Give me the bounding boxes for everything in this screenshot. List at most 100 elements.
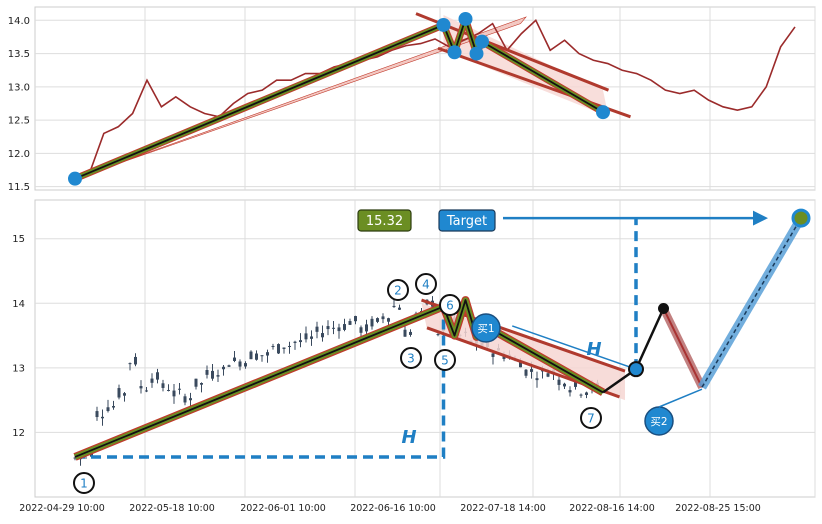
pullback-line <box>662 308 703 388</box>
target-label-text: Target <box>446 214 487 229</box>
candle-body <box>392 305 396 308</box>
upper-pattern-point <box>469 46 484 61</box>
point-label-circle <box>434 349 456 371</box>
point-label: 5 <box>441 354 449 368</box>
candle-body <box>557 379 561 385</box>
lower-x-tick-label: 2022-04-29 10:00 <box>19 503 105 514</box>
candle-body <box>156 372 159 380</box>
lower-x-tick-label: 2022-07-18 14:00 <box>460 503 546 514</box>
candle-body <box>403 329 407 337</box>
candle-body <box>299 340 302 343</box>
target-value-box <box>357 209 412 232</box>
candle-body <box>436 334 440 336</box>
upper-price-line <box>74 18 796 181</box>
candle-body <box>359 327 363 333</box>
candle-body <box>128 363 132 365</box>
candle-body <box>354 316 357 322</box>
upper-pattern-point <box>68 171 82 186</box>
point-label: 6 <box>446 299 454 313</box>
candle-body <box>304 333 308 340</box>
lower-x-tick-label: 2022-06-16 10:00 <box>350 503 436 514</box>
candle-body <box>277 344 280 354</box>
candle-body <box>315 326 319 332</box>
lower-x-tick-label: 2022-06-01 10:00 <box>240 503 326 514</box>
candle-body <box>288 345 291 347</box>
point-label: 3 <box>407 352 415 366</box>
lower-y-tick-label: 13 <box>12 363 25 374</box>
candle-body <box>409 331 412 335</box>
candle-body <box>117 388 121 398</box>
candle-body <box>310 336 313 339</box>
candle-body <box>227 365 231 367</box>
candle-body <box>244 363 247 367</box>
candle-body <box>249 351 253 360</box>
lower-x-tick-label: 2022-08-25 15:00 <box>675 503 761 514</box>
candle-body <box>161 383 165 388</box>
candle-body <box>491 353 495 357</box>
candle-body <box>524 369 528 376</box>
upper-pattern-point <box>596 105 610 120</box>
height-label-h1: H <box>401 427 416 448</box>
candle-body <box>238 361 242 367</box>
candle-body <box>106 407 110 412</box>
rally-line <box>634 307 665 370</box>
candle-body <box>332 327 335 329</box>
candle-body <box>546 373 550 377</box>
candle-body <box>260 355 264 357</box>
candle-body <box>502 355 506 359</box>
candle-body <box>530 369 533 372</box>
candle-body <box>139 386 143 389</box>
candle-body <box>172 390 176 397</box>
candle-body <box>134 356 137 365</box>
upper-pattern-point <box>447 45 462 60</box>
candle-body <box>255 353 258 360</box>
candle-body <box>337 327 341 332</box>
candle-body <box>568 390 572 393</box>
upper-pattern-point <box>458 11 473 26</box>
candle-body <box>189 398 192 401</box>
candle-body <box>376 318 379 322</box>
breakout-point <box>628 361 644 378</box>
height-label-h2: H <box>586 339 601 360</box>
point-label: 4 <box>422 278 430 292</box>
point-label-circle <box>387 279 409 301</box>
point-label-circle <box>73 472 95 494</box>
candle-body <box>370 318 374 327</box>
point-label: 1 <box>80 477 88 491</box>
candle-body <box>101 416 104 419</box>
candle-body <box>519 361 522 368</box>
upper-y-tick-label: 12.0 <box>8 149 30 160</box>
target-label-box <box>438 209 496 232</box>
candle-body <box>150 378 154 383</box>
candle-body <box>321 333 324 338</box>
peak-point <box>658 302 669 314</box>
buy2-connector <box>658 388 703 408</box>
upper-y-tick-label: 12.5 <box>8 116 30 127</box>
candle-body <box>205 369 209 375</box>
candle-body <box>585 392 588 395</box>
candle-body <box>563 383 566 387</box>
candle-body <box>398 307 401 310</box>
target-move-line <box>701 217 802 388</box>
upper-channel-bottom-line <box>437 46 632 119</box>
candle-body <box>579 394 583 396</box>
point-label-circle <box>439 294 461 316</box>
candle-body <box>293 341 297 343</box>
lower-x-tick-label: 2022-08-16 14:00 <box>569 503 655 514</box>
point-label: 7 <box>587 412 595 426</box>
upper-pattern-point <box>475 34 489 49</box>
lower-y-tick-label: 15 <box>12 234 25 245</box>
candle-body <box>574 382 577 387</box>
candle-body <box>194 378 198 387</box>
point-label-circle <box>415 273 437 295</box>
candle-body <box>112 406 115 408</box>
buy1-marker <box>471 313 501 343</box>
candle-body <box>381 316 385 320</box>
candle-body <box>216 375 220 377</box>
candle-body <box>535 378 539 381</box>
lower-y-tick-label: 14 <box>12 299 25 310</box>
candle-body <box>123 393 126 396</box>
candle-body <box>167 389 170 391</box>
